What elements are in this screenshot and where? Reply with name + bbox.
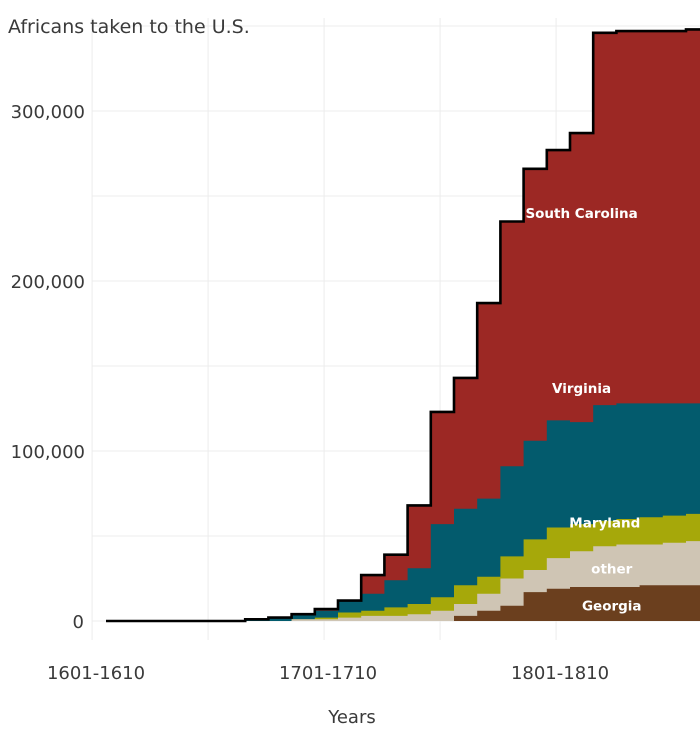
series-label-georgia: Georgia [582, 599, 642, 615]
y-tick-label: 200,000 [11, 272, 85, 293]
series-label-other: other [591, 561, 632, 577]
total-outline [106, 28, 700, 623]
series-labels: South Carolina Virginia Maryland other Georg… [525, 206, 641, 615]
y-tick-label: 0 [73, 612, 84, 633]
x-tick-label: 1601-1610 [47, 663, 145, 684]
series-areas [106, 29, 700, 621]
x-tick-label: 1701-1710 [279, 663, 377, 684]
y-tick-label: 300,000 [11, 102, 85, 123]
total-line [106, 28, 700, 623]
y-tick-label: 100,000 [11, 442, 85, 463]
y-axis: 0 100,000 200,000 300,000 [11, 102, 85, 633]
series-label-maryland: Maryland [569, 515, 640, 531]
chart-title: Africans taken to the U.S. [8, 16, 250, 38]
x-axis-label: Years [327, 707, 376, 728]
area-georgia [106, 585, 700, 621]
x-tick-label: 1801-1810 [511, 663, 609, 684]
series-label-south-carolina: South Carolina [525, 206, 637, 222]
series-label-virginia: Virginia [552, 381, 611, 397]
x-axis: 1601-1610 1701-1710 1801-1810 [47, 663, 609, 684]
